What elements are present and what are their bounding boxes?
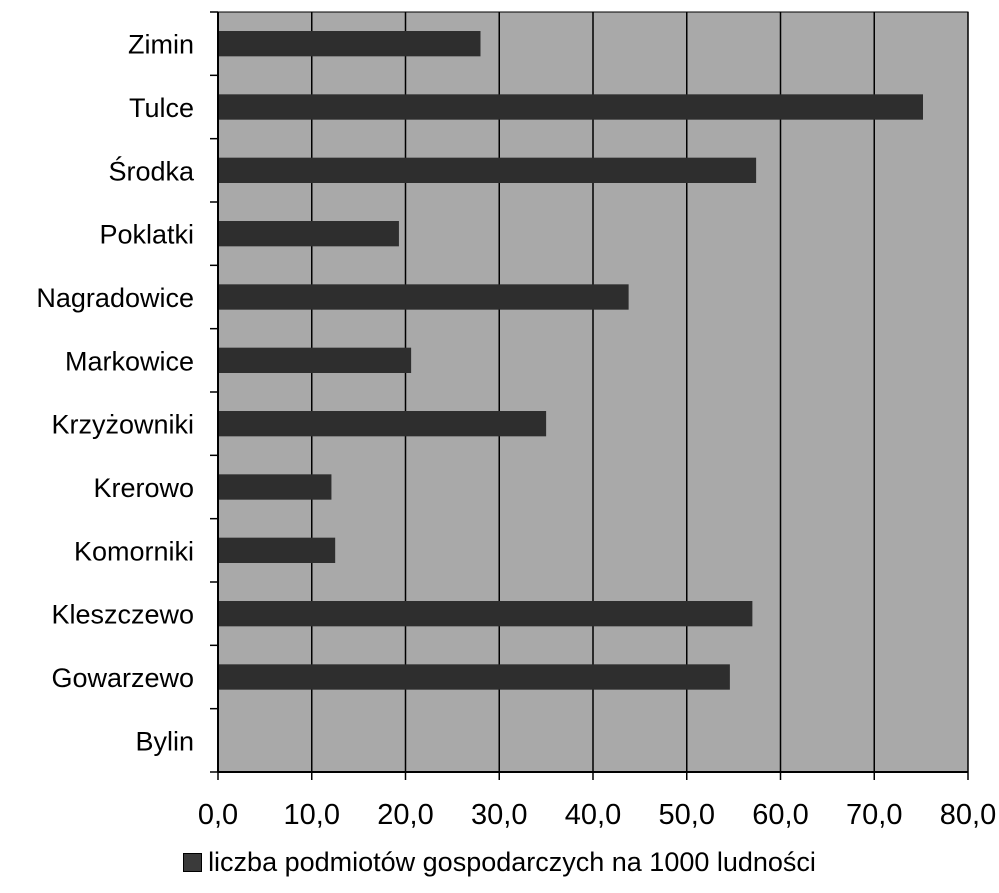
x-tick-label: 30,0 [471, 799, 527, 831]
x-tick-label: 60,0 [752, 799, 808, 831]
category-label: Bylin [135, 726, 194, 756]
bar [218, 474, 332, 500]
bar [218, 284, 629, 310]
bar [218, 94, 923, 120]
legend-label: liczba podmiotów gospodarczych na 1000 l… [208, 847, 816, 877]
y-axis: Zimin Tulce Środka Poklatki Nagradowice Marko… [36, 11, 219, 773]
bar [218, 221, 399, 247]
bar [218, 157, 757, 183]
x-tick-label: 20,0 [377, 799, 433, 831]
category-label: Markowice [65, 346, 194, 376]
bar [218, 411, 547, 437]
bar [218, 601, 753, 627]
category-label: Tulce [129, 93, 194, 123]
x-tick-label: 0,0 [198, 799, 238, 831]
category-label: Zimin [128, 30, 194, 60]
x-axis: 0,0 10,0 20,0 30,0 40,0 50,0 60,0 70,0 80,0 [198, 771, 996, 831]
category-label: Poklatki [99, 220, 194, 250]
bar [218, 347, 412, 373]
category-label: Krerowo [93, 473, 194, 503]
category-label: Nagradowice [36, 283, 194, 313]
category-label: Kleszczewo [51, 600, 194, 630]
x-tick-label: 10,0 [284, 799, 340, 831]
bar-chart: Zimin Tulce Środka Poklatki Nagradowice Marko… [36, 11, 996, 831]
bar [218, 31, 481, 57]
bars [218, 31, 923, 690]
category-label: Środka [108, 154, 195, 186]
x-tick-label: 70,0 [846, 799, 902, 831]
x-tick-label: 50,0 [659, 799, 715, 831]
x-tick-label: 80,0 [940, 799, 996, 831]
legend: liczba podmiotów gospodarczych na 1000 l… [0, 847, 999, 878]
category-label: Krzyżowniki [51, 410, 194, 440]
gridlines [311, 12, 969, 772]
category-label: Komorniki [74, 536, 194, 566]
legend-swatch [183, 853, 203, 872]
bar [218, 537, 336, 563]
category-label: Gowarzewo [51, 663, 194, 693]
bar [218, 664, 730, 690]
x-tick-label: 40,0 [565, 799, 621, 831]
